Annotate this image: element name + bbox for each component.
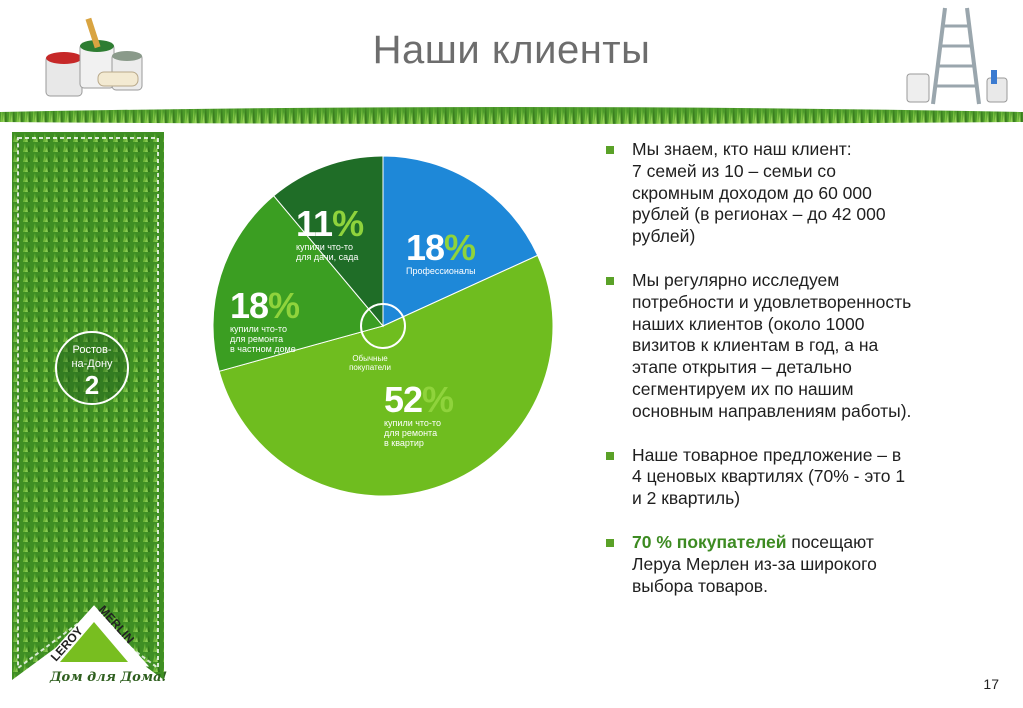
bullet-4-line-3: выбора товаров.: [632, 575, 768, 596]
bullet-3-line-3: и 2 квартиль): [632, 488, 741, 509]
city-badge: Ростов- на-Дону 2: [55, 331, 129, 405]
grass-strip: [0, 107, 1023, 124]
slice-4-sign: %: [332, 203, 364, 244]
pie-svg: [212, 155, 554, 497]
pie-slice-2: [218, 254, 554, 497]
slice-3-desc-3: в частном доме: [230, 344, 296, 354]
bullet-2-line-1: Мы регулярно исследуем: [632, 269, 840, 290]
bullet-2-line-3: наших клиентов (около 1000: [632, 313, 865, 334]
leroy-merlin-logo: LEROY MERLIN: [38, 604, 150, 667]
slice-label-1: 18% Профессионалы: [406, 227, 476, 277]
slice-label-2: 52% купили что-то для ремонта в квартир: [384, 379, 454, 449]
bullet-3-line-2: 4 ценовых квартилях (70% - это 1: [632, 466, 906, 487]
bullet-4-highlight: 70 % покупателей: [632, 531, 787, 552]
city-line1: Ростов-: [72, 344, 112, 356]
pie-slice-1: [382, 155, 539, 327]
slice-2-desc-3: в квартир: [384, 438, 424, 448]
slice-1-desc: Профессионалы: [406, 266, 476, 276]
pie-slice-4: [273, 155, 384, 328]
slice-label-3: 18% купили что-то для ремонта в частном …: [230, 285, 300, 355]
ladder-icon: [906, 7, 1008, 105]
slice-3-value: 18: [230, 285, 269, 326]
slice-2-desc-2: для ремонта: [384, 428, 438, 438]
bullet-1-line-2: 7 семей из 10 – семьи со: [632, 160, 837, 181]
bullet-2-line-6: сегментируем их по нашим: [632, 378, 854, 399]
slice-2-desc-1: купили что-то: [384, 418, 441, 428]
slice-1-sign: %: [444, 227, 476, 268]
logo-slogan: Дом для Дома!: [50, 670, 168, 685]
clients-pie-chart: 18% Профессионалы 52% купили что-то для …: [200, 128, 570, 528]
pie-center-label: Обычные покупатели: [340, 354, 400, 372]
city-number: 2: [84, 370, 100, 400]
page-number: 17: [983, 676, 999, 692]
bullet-1-line-4: рублей (в регионах – до 42 000: [632, 204, 886, 225]
bullet-1: Мы знаем, кто наш клиент: 7 семей из 10 …: [604, 139, 1004, 248]
center-label-line2: покупатели: [349, 363, 391, 372]
slice-3-desc-2: для ремонта: [230, 334, 284, 344]
bullet-3: Наше товарное предложение – в 4 ценовых …: [604, 445, 1004, 510]
slice-4-value: 11: [296, 203, 333, 244]
bullet-1-line-1: Мы знаем, кто наш клиент:: [632, 139, 852, 159]
slice-3-desc-1: купили что-то: [230, 324, 287, 334]
bullet-2-line-4: визитов к клиентам в год, а на: [632, 335, 879, 356]
bullet-marker-icon: [606, 451, 614, 460]
paint-cans-icon: [45, 17, 143, 97]
slice-2-sign: %: [422, 379, 454, 420]
slice-2-value: 52: [384, 379, 423, 420]
bullet-marker-icon: [606, 146, 614, 154]
bullet-marker-icon: [606, 276, 614, 285]
bullet-2-line-5: этапе открытия – детально: [632, 357, 852, 378]
bullet-2: Мы регулярно исследуем потребности и удо…: [604, 270, 1004, 423]
bullet-3-line-1: Наше товарное предложение – в: [632, 444, 902, 465]
slice-1-value: 18: [406, 227, 445, 268]
slice-3-sign: %: [268, 285, 300, 326]
slice-4-desc-1: купили что-то: [296, 242, 353, 252]
city-line2: на-Дону: [71, 358, 113, 370]
slice-label-4: 11% купили что-то для дачи, сада: [296, 203, 364, 263]
bullet-2-line-7: основным направлениям работы).: [632, 400, 912, 421]
slide-title: Наши клиенты: [372, 28, 651, 72]
center-label-line1: Обычные: [352, 354, 388, 363]
bullet-4-line-2: Леруа Мерлен из-за широкого: [632, 553, 877, 574]
pie-center-ring: [360, 303, 406, 349]
slice-4-desc-2: для дачи, сада: [296, 252, 359, 262]
pie-slice-3: [212, 195, 384, 372]
bullet-1-line-5: рублей): [632, 226, 696, 247]
grass-banner: [12, 132, 164, 680]
bullet-4: 70 % покупателей посещают Леруа Мерлен и…: [604, 532, 1004, 597]
bullet-1-line-3: скромным доходом до 60 000: [632, 182, 872, 203]
bullet-marker-icon: [606, 538, 614, 547]
bullet-4-line-1: посещают: [786, 531, 874, 552]
bullet-2-line-2: потребности и удовлетворенность: [632, 291, 912, 312]
bullet-list: Мы знаем, кто наш клиент: 7 семей из 10 …: [604, 139, 1004, 619]
